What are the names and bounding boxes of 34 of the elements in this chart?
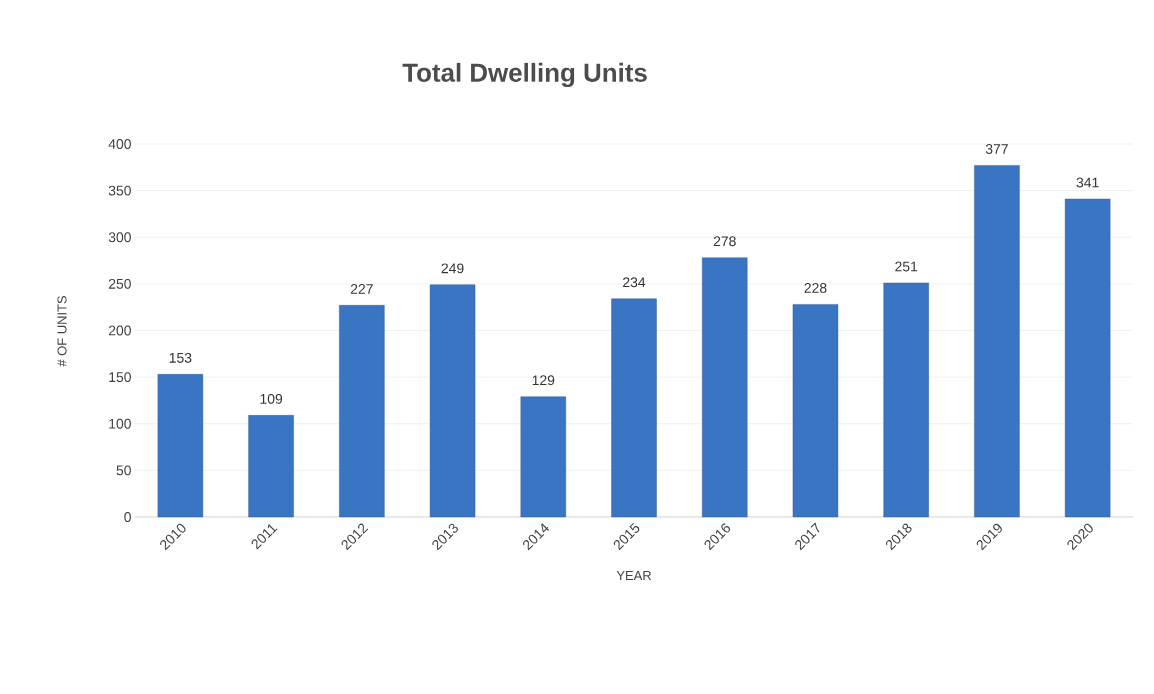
data-label: 341 xyxy=(1076,177,1099,188)
x-axis-title: YEAR xyxy=(616,571,652,581)
y-tick-label: 300 xyxy=(108,232,131,243)
y-tick-label: 50 xyxy=(116,465,131,476)
bar xyxy=(339,305,385,518)
y-tick-label: 400 xyxy=(108,139,131,149)
bar xyxy=(157,374,204,518)
data-label: 251 xyxy=(895,261,918,272)
data-label: 249 xyxy=(441,263,464,274)
y-tick-label: 150 xyxy=(109,372,131,383)
data-label: 377 xyxy=(985,144,1008,154)
y-axis-title: # OF UNITS xyxy=(57,295,67,367)
bar xyxy=(611,298,657,518)
bar xyxy=(974,165,1020,518)
chart-title: Total Dwelling Units xyxy=(402,62,647,88)
data-label: 228 xyxy=(804,282,827,293)
y-tick-label: 200 xyxy=(108,325,131,336)
data-label: 153 xyxy=(169,352,192,363)
y-tick-label: 250 xyxy=(108,278,131,289)
bar xyxy=(1064,198,1111,518)
y-tick-label: 100 xyxy=(109,418,131,429)
bar xyxy=(702,257,748,518)
bar xyxy=(792,304,839,518)
data-label: 109 xyxy=(260,393,283,404)
data-label: 278 xyxy=(713,236,736,247)
data-label: 234 xyxy=(623,277,646,288)
bar xyxy=(883,282,929,518)
data-label: 129 xyxy=(532,375,555,386)
data-label: 227 xyxy=(350,284,373,294)
bar xyxy=(429,284,476,518)
y-tick-label: 0 xyxy=(124,512,131,522)
y-tick-label: 350 xyxy=(108,185,131,196)
bar xyxy=(520,396,566,518)
bar xyxy=(248,415,294,518)
